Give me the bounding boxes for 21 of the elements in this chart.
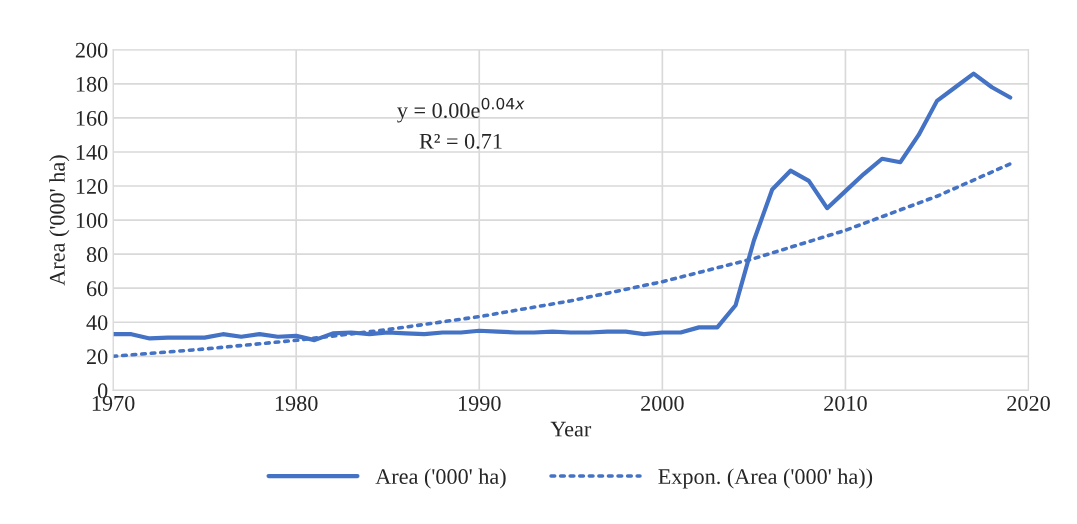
legend-label: Area ('000' ha)	[375, 468, 506, 489]
x-tick-label: 2020	[1007, 395, 1050, 411]
y-tick-label: 200	[75, 42, 108, 58]
y-tick-label: 100	[76, 213, 108, 229]
y-tick-label: 160	[76, 110, 108, 126]
y-tick-label: 180	[76, 76, 108, 92]
y-tick-label: 60	[86, 281, 108, 297]
y-tick-label: 120	[76, 178, 108, 194]
x-tick-label: 1980	[275, 395, 318, 411]
y-tick-label: 140	[76, 144, 108, 160]
y-tick-label: 40	[86, 315, 108, 331]
legend-label: Expon. (Area ('000' ha))	[658, 468, 873, 489]
y-tick-label: 80	[86, 247, 108, 263]
annotation: y = 0.00e$^{0.04x}$	[397, 97, 525, 123]
x-tick-label: 2000	[641, 395, 684, 411]
x-tick-label: 1990	[459, 395, 501, 411]
x-tick-label: 2010	[824, 395, 867, 411]
y-tick-label: 20	[86, 349, 108, 365]
x-axis-title: Year	[550, 421, 592, 437]
y-axis-title: Area ('000' ha)	[49, 155, 70, 286]
annotation: R² = 0.71	[419, 133, 502, 149]
